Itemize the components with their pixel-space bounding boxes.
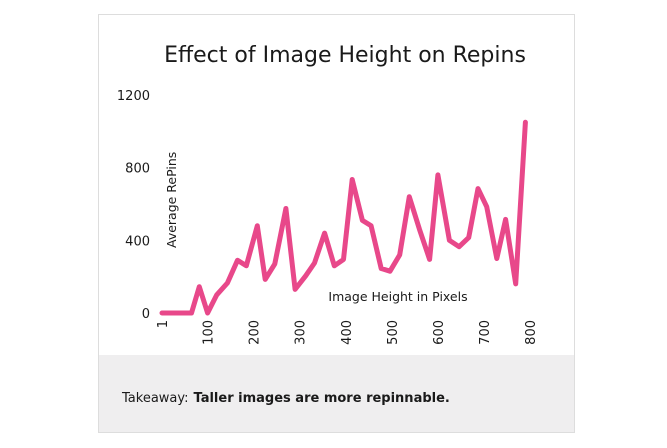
x-tick-label: 400 [340,320,355,345]
x-tick-label: 700 [478,320,493,345]
footer-lead: Takeaway: [121,391,189,406]
footer-text: Taller images are more repinnable. [194,391,450,406]
x-tick-label: 1 [156,320,171,328]
footer-panel [99,355,574,432]
y-axis-label: Average RePins [164,152,179,248]
x-tick-label: 200 [248,320,263,345]
data-line [159,119,528,316]
y-tick-label: 0 [142,307,150,322]
x-axis-label: Image Height in Pixels [328,289,467,304]
x-tick-label: 100 [202,320,217,345]
y-tick-label: 800 [125,162,150,177]
x-tick-label: 300 [294,320,309,345]
y-tick-label: 400 [125,234,150,249]
y-tick-label: 1200 [117,89,150,104]
chart-title: Effect of Image Height on Repins [164,43,526,68]
x-tick-label: 800 [524,320,539,345]
x-tick-label: 500 [386,320,401,345]
x-tick-label: 600 [432,320,447,345]
